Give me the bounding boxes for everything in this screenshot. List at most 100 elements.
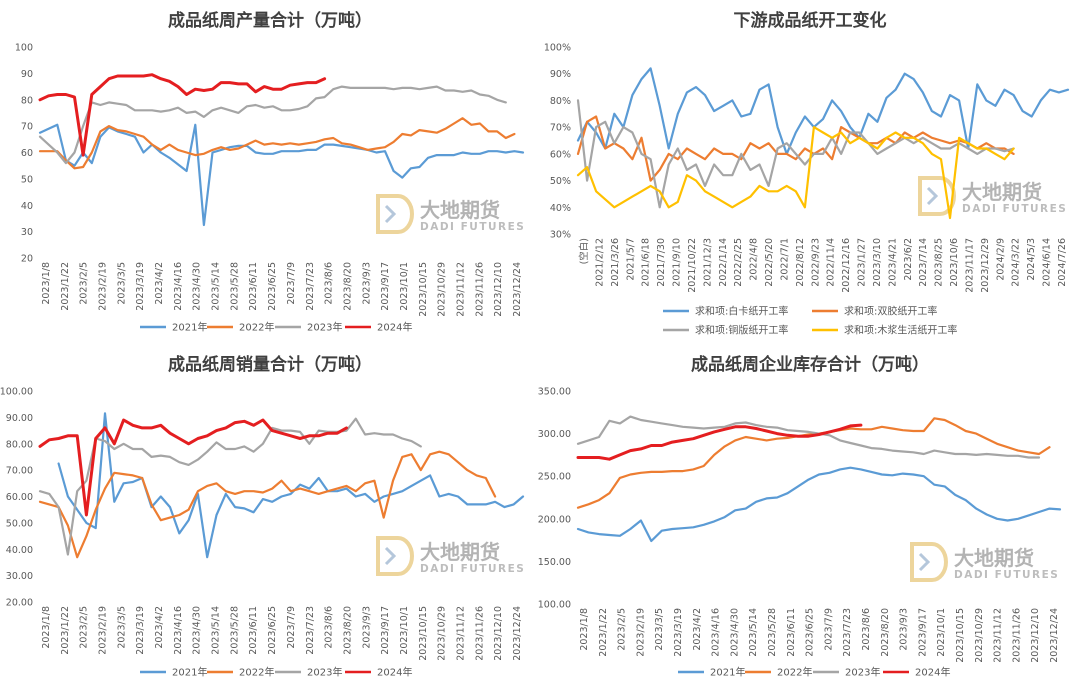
- legend-label: 2022年: [239, 321, 274, 334]
- x-tick-label: 2023/10/29: [974, 608, 985, 663]
- x-tick-label: 2023/5/14: [748, 608, 759, 657]
- x-tick-label: 2023/11/12: [455, 262, 466, 317]
- x-tick-label: 2023/12/24: [512, 262, 523, 317]
- x-tick-label: 2024/6/14: [1042, 238, 1053, 287]
- x-tick-label: 2023/6/25: [805, 608, 816, 657]
- y-tick-label: 250.00: [538, 472, 571, 483]
- y-tick-label: 40: [21, 201, 33, 212]
- x-tick-label: 2022/12/16: [841, 238, 852, 293]
- x-tick-label: 2023/5/28: [229, 262, 240, 311]
- x-tick-label: 2023/9/17: [380, 262, 391, 311]
- watermark-cn: 大地期货: [954, 546, 1034, 570]
- series-line-2023年: [38, 417, 422, 556]
- x-tick-label: 2023/3/5: [116, 262, 127, 305]
- x-tick-label: 2023/1/8: [579, 608, 590, 651]
- legend-label: 求和项:铜版纸开工率: [695, 324, 788, 337]
- x-tick-label: 2023/2/19: [98, 262, 109, 311]
- series-line-求和项:铜版纸开工率: [576, 99, 1015, 209]
- legend-label: 2024年: [377, 321, 412, 334]
- x-tick-label: 2023/5/14: [211, 606, 222, 655]
- legend-label: 2023年: [307, 321, 342, 334]
- x-tick-label: 2023/10/15: [418, 606, 429, 661]
- watermark-cn: 大地期货: [420, 198, 500, 222]
- x-tick-label: 2023/10/29: [437, 262, 448, 317]
- x-tick-label: 2023/10/15: [418, 262, 429, 317]
- y-tick-label: 80.00: [6, 439, 33, 450]
- x-tick-label: 2023/4/30: [192, 606, 203, 655]
- y-tick-label: 60: [21, 148, 33, 159]
- watermark-en: DADI FUTURES: [962, 203, 1067, 215]
- y-tick-label: 30.00: [6, 571, 33, 582]
- x-tick-label: 2023/10/1: [936, 608, 947, 657]
- legend: 2021年 2022年 2023年 2024年: [140, 666, 412, 679]
- x-tick-label: 2023/10/29: [437, 606, 448, 661]
- legend-label: 求和项:双胶纸开工率: [844, 305, 937, 318]
- x-tick-label: 2022/11/4: [826, 238, 837, 287]
- x-tick-label: 2023/10/6: [949, 238, 960, 287]
- legend-label: 求和项:木浆生活纸开工率: [844, 324, 957, 337]
- x-tick-label: 2023/11/12: [993, 608, 1004, 663]
- x-tick-label: 2023/7/23: [842, 608, 853, 657]
- x-tick-label: 2023/5/28: [229, 606, 240, 655]
- watermark-en: DADI FUTURES: [420, 221, 525, 233]
- x-tick-label: 2023/4/2: [692, 608, 703, 651]
- legend-label: 2021年: [710, 666, 745, 679]
- x-tick-label: 2023/11/26: [1011, 608, 1022, 663]
- legend-label: 2023年: [307, 666, 342, 679]
- x-tick-label: 2021/3/26: [610, 238, 621, 287]
- y-tick-label: 50: [21, 174, 33, 185]
- series-line-2024年: [38, 418, 348, 517]
- x-tick-label: 2023/4/16: [173, 262, 184, 311]
- x-tick-label: 2023/7/23: [305, 606, 316, 655]
- chart-inventory: 成品纸周企业库存合计（万吨） 100.00 150.00 200.00 250.00 30…: [538, 354, 1062, 679]
- watermark-en: DADI FUTURES: [954, 569, 1059, 581]
- y-tick-label: 100: [15, 43, 33, 54]
- series-line-2024年: [38, 73, 327, 157]
- x-tick-label: 2023/9/3: [899, 608, 910, 651]
- x-tick-label: 2023/8/6: [324, 262, 335, 305]
- y-tick-label: 150.00: [538, 557, 571, 568]
- watermark-arrow-icon: [918, 552, 931, 572]
- series-line-2023年: [38, 85, 507, 165]
- x-tick-label: 2023/2/19: [98, 606, 109, 655]
- series-line-2024年: [576, 423, 863, 461]
- series-line-2021年: [38, 123, 525, 227]
- x-tick-label: 2023/12/10: [493, 262, 504, 317]
- x-tick-label: 2023/1/22: [598, 608, 609, 657]
- x-tick-label: 2024/7/26: [1057, 238, 1068, 287]
- x-tick-label: 2021/9/10: [672, 238, 683, 287]
- y-tick-label: 90: [21, 69, 33, 80]
- x-tick-label: 2023/11/26: [474, 262, 485, 317]
- x-tick-label: 2021/5/7: [625, 238, 636, 281]
- series-line-求和项:木浆生活纸开工率: [576, 126, 1015, 220]
- x-tick-label: 2023/6/11: [248, 606, 259, 655]
- x-tick-label: 2023/4/16: [711, 608, 722, 657]
- legend-label: 2021年: [172, 666, 207, 679]
- x-tick-label: 2023/8/20: [880, 608, 891, 657]
- y-tick-label: 100.00: [538, 600, 571, 611]
- series-line-2022年: [38, 117, 516, 170]
- x-tick-label: 2023/11/26: [474, 606, 485, 661]
- series-line-求和项:双胶纸开工率: [576, 115, 1015, 182]
- series-line-2023年: [576, 415, 1041, 459]
- x-tick-label: 2022/2/25: [733, 238, 744, 287]
- x-tick-label: 2023/2/5: [79, 262, 90, 305]
- x-tick-label: 2023/5/28: [767, 608, 778, 657]
- x-tick-label: 2023/9/17: [917, 608, 928, 657]
- chart-title: 成品纸周销量合计（万吨）: [168, 354, 372, 375]
- y-tick-label: 90.00: [6, 413, 33, 424]
- watermark-cn: 大地期货: [420, 540, 500, 564]
- x-tick-label: 2023/4/21: [887, 238, 898, 287]
- legend-label: 2022年: [777, 666, 812, 679]
- watermark-d-icon: [376, 536, 414, 576]
- x-tick-label: 2023/8/25: [934, 238, 945, 287]
- x-tick-label: 2023/1/8: [41, 606, 52, 649]
- y-tick-label: 20: [21, 254, 33, 265]
- x-tick-label: 2023/1/22: [60, 262, 71, 311]
- x-tick-label: 2023/5/14: [211, 262, 222, 311]
- series-line-2021年: [57, 412, 525, 559]
- legend-label: 2024年: [915, 666, 950, 679]
